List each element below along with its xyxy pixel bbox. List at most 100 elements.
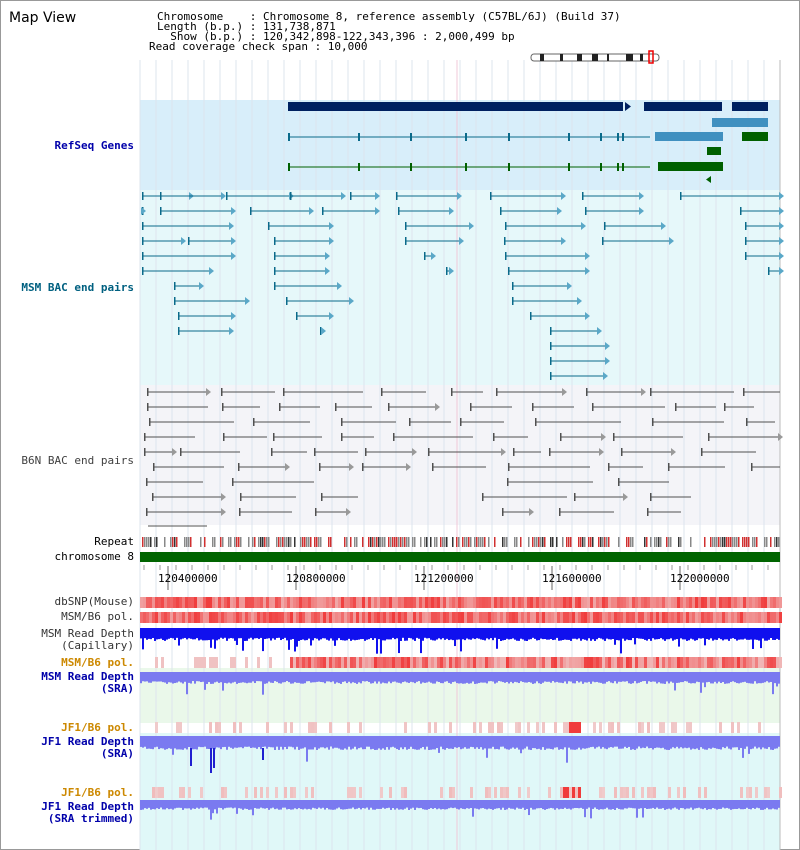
msm-depth-sra-bar (412, 672, 414, 683)
msm-bac-arrow (431, 252, 436, 260)
msm-bac-end (178, 327, 180, 335)
b6n-bac-end (743, 388, 745, 396)
msm-depth-capillary-bar (140, 628, 142, 639)
jf1-depth-sra-bar (342, 736, 344, 750)
repeat-segment (378, 537, 380, 547)
jf1-depth-sra-bar (728, 736, 730, 749)
msm-depth-sra-bar (670, 672, 672, 682)
msm-b6-pol-label[interactable]: MSM/B6 pol. (61, 610, 134, 623)
msm-depth-capillary-bar (724, 628, 726, 640)
msm-depth-sra-bar (206, 672, 208, 684)
msm-bac-end (250, 207, 252, 215)
jf1-b6-pol-trim-heat-cell (563, 787, 566, 798)
jf1-b6-pol-heat-cell (155, 722, 158, 733)
msm-b6-pol-heat-cell (533, 612, 536, 623)
show-range-info: Show (b.p.) : 120,342,898-122,343,396 : … (157, 30, 515, 43)
jf1-depth-trim-bar (524, 800, 526, 810)
dbsnp-heat-cell (737, 597, 740, 608)
dbsnp-label[interactable]: dbSNP(Mouse) (54, 595, 134, 608)
msm-b6-pol-heat-cell (479, 612, 482, 623)
repeat-segment (214, 537, 216, 547)
jf1-depth-sra-bar (144, 736, 146, 747)
repeat-segment (668, 537, 670, 547)
msm-b6-pol-sra-label[interactable]: MSM/B6 pol. (61, 656, 134, 669)
jf1-depth-trim-bar (204, 800, 206, 808)
msm-depth-sra-bar (470, 672, 472, 684)
msm-depth-capillary-bar (196, 628, 198, 639)
repeat-segment (592, 537, 594, 547)
b6n-bac-end (341, 418, 343, 426)
msm-depth-sra-bar (512, 672, 514, 684)
jf1-depth-trim-bar (482, 800, 484, 809)
repeat-segment (502, 537, 504, 547)
dbsnp-heat-cell (611, 597, 614, 608)
msm-depth-capillary-bar (400, 628, 402, 641)
jf1-depth-trim-bar (672, 800, 674, 809)
jf1-b6-pol-trimmed-label[interactable]: JF1/B6 pol. (61, 786, 134, 799)
b6n-bac-end (273, 433, 275, 441)
jf1-read-depth-sra-label[interactable]: JF1 Read Depth (SRA) (41, 735, 134, 760)
repeat-segment (320, 537, 322, 547)
msm-depth-sra-bar (296, 672, 298, 683)
repeat-segment (346, 537, 348, 547)
repeat-segment (406, 537, 408, 547)
jf1-b6-pol-heat-cell (647, 722, 650, 733)
jf1-b6-pol-heat-cell (731, 722, 734, 733)
msm-depth-sra-bar (444, 672, 446, 682)
refseq-genes-label[interactable]: RefSeq Genes (54, 139, 134, 152)
jf1-depth-trim-bar (208, 800, 210, 810)
dbsnp-heat-cell (719, 597, 722, 608)
msm-depth-sra-bar (230, 672, 232, 684)
jf1-depth-sra-bar (168, 736, 170, 749)
msm-read-depth-capillary-label[interactable]: MSM Read Depth (Capillary) (41, 627, 134, 652)
jf1-depth-trim-bar (558, 800, 560, 810)
msm-b6-pol-sra-heat-cell (416, 657, 419, 668)
jf1-depth-trim-bar (312, 800, 314, 808)
jf1-b6-pol-label[interactable]: JF1/B6 pol. (61, 721, 134, 734)
jf1-b6-pol-trim-heat-cell (740, 787, 743, 798)
dbsnp-heat-cell (764, 597, 767, 608)
jf1-depth-sra-bar (536, 736, 538, 750)
repeat-segment (540, 537, 542, 547)
msm-b6-pol-heat-cell (773, 612, 776, 623)
jf1-depth-sra-bar (248, 736, 250, 747)
jf1-b6-pol-trim-heat-cell (494, 787, 497, 798)
msm-b6-pol-sra-heat-cell (518, 657, 521, 668)
b6n-bac-end (532, 403, 534, 411)
repeat-segment (316, 537, 318, 547)
msm-depth-sra-bar (204, 672, 206, 690)
msm-depth-capillary-bar (690, 628, 692, 639)
msm-bac-end-pairs-label[interactable]: MSM BAC end pairs (21, 281, 134, 294)
msm-read-depth-sra-label[interactable]: MSM Read Depth (SRA) (41, 670, 134, 695)
msm-depth-sra-bar (752, 672, 754, 684)
msm-depth-capillary-bar (490, 628, 492, 639)
jf1-depth-trim-bar (510, 800, 512, 809)
repeat-segment (738, 537, 740, 547)
msm-b6-pol-sra-heat-cell (368, 657, 371, 668)
msm-b6-pol-heat-cell (668, 612, 671, 623)
msm-depth-sra-bar (376, 672, 378, 684)
msm-depth-sra-bar (374, 672, 376, 682)
msm-depth-capillary-bar (410, 628, 412, 639)
msm-b6-pol-heat-cell (740, 612, 743, 623)
msm-depth-capillary-bar (428, 628, 430, 639)
msm-b6-pol-heat-cell (386, 612, 389, 623)
repeat-segment (556, 537, 558, 547)
repeat-segment (400, 537, 402, 547)
jf1-b6-pol-heat-cell (518, 722, 521, 733)
jf1-depth-sra-bar (598, 736, 600, 747)
msm-depth-sra-bar (570, 672, 572, 682)
repeat-segment (344, 537, 346, 547)
msm-b6-pol-heat-cell (161, 612, 164, 623)
jf1-depth-sra-bar (486, 736, 488, 758)
msm-depth-sra-bar (692, 672, 694, 684)
msm-depth-capillary-bar (728, 628, 730, 641)
b6n-bac-end-pairs-label[interactable]: B6N BAC end pairs (21, 454, 134, 467)
jf1-read-depth-trimmed-label[interactable]: JF1 Read Depth (SRA trimmed) (41, 800, 134, 825)
msm-depth-capillary-bar (704, 628, 706, 646)
jf1-depth-sra-bar (476, 736, 478, 748)
jf1-depth-trim-bar (624, 800, 626, 809)
msm-depth-sra-bar (638, 672, 640, 683)
msm-depth-capillary-bar (552, 628, 554, 641)
